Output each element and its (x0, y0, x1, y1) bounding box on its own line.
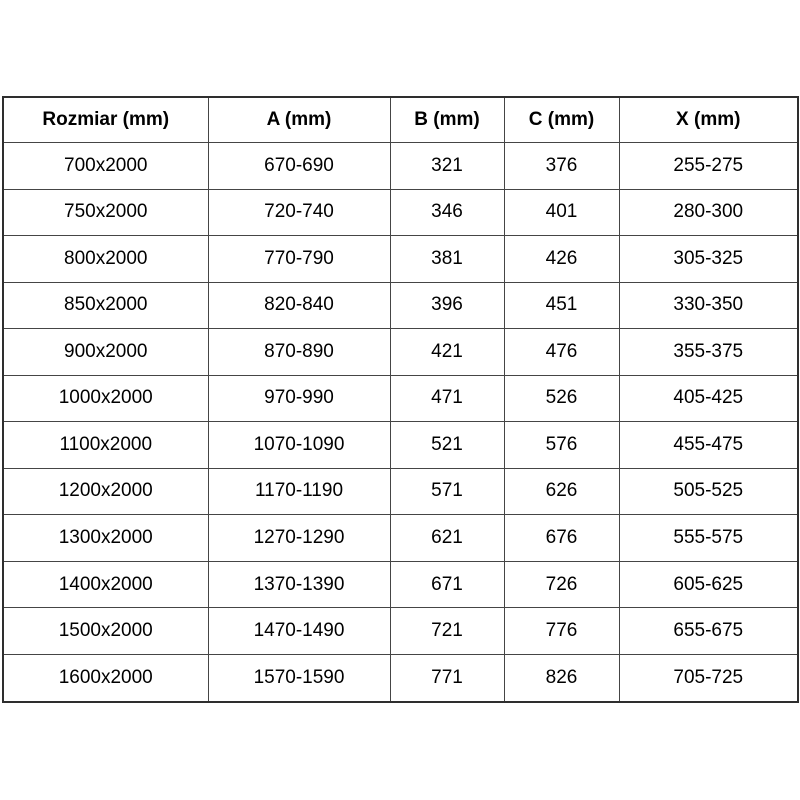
column-header-rozmiar: Rozmiar (mm) (2, 96, 209, 143)
table-cell: 800x2000 (2, 235, 209, 283)
table-cell: 1200x2000 (2, 467, 209, 516)
table-cell: 621 (389, 514, 505, 562)
table-cell: 970-990 (207, 374, 391, 423)
table-cell: 526 (503, 374, 620, 423)
table-row: 800x2000 770-790 381 426 305-325 (2, 235, 799, 283)
table-cell: 726 (503, 560, 620, 609)
size-table: Rozmiar (mm) A (mm) B (mm) C (mm) X (mm)… (2, 96, 799, 703)
table-row: 1100x2000 1070-1090 521 576 455-475 (2, 421, 799, 469)
table-row: 700x2000 670-690 321 376 255-275 (2, 142, 799, 190)
column-header-x: X (mm) (618, 96, 799, 143)
table-cell: 705-725 (618, 653, 799, 703)
table-cell: 521 (389, 421, 505, 469)
column-header-c: C (mm) (503, 96, 620, 143)
table-cell: 1070-1090 (207, 421, 391, 469)
table-cell: 870-890 (207, 328, 391, 376)
table-cell: 721 (389, 607, 505, 655)
size-table-body: 700x2000 670-690 321 376 255-275 750x2000 720-… (2, 142, 799, 703)
table-cell: 576 (503, 421, 620, 469)
table-cell: 280-300 (618, 188, 799, 237)
size-table-header: Rozmiar (mm) A (mm) B (mm) C (mm) X (mm) (2, 96, 799, 143)
table-cell: 1300x2000 (2, 514, 209, 562)
table-row: 1500x2000 1470-1490 721 776 655-675 (2, 607, 799, 655)
table-cell: 1570-1590 (207, 653, 391, 703)
table-cell: 571 (389, 467, 505, 516)
table-cell: 655-675 (618, 607, 799, 655)
table-cell: 900x2000 (2, 328, 209, 376)
header-row: Rozmiar (mm) A (mm) B (mm) C (mm) X (mm) (2, 96, 799, 143)
table-cell: 671 (389, 560, 505, 609)
table-row: 900x2000 870-890 421 476 355-375 (2, 328, 799, 376)
table-cell: 1170-1190 (207, 467, 391, 516)
table-cell: 355-375 (618, 328, 799, 376)
table-cell: 376 (503, 142, 620, 190)
table-cell: 255-275 (618, 142, 799, 190)
table-cell: 1100x2000 (2, 421, 209, 469)
table-cell: 826 (503, 653, 620, 703)
table-cell: 346 (389, 188, 505, 237)
table-cell: 305-325 (618, 235, 799, 283)
table-cell: 1400x2000 (2, 560, 209, 609)
table-cell: 1000x2000 (2, 374, 209, 423)
table-cell: 850x2000 (2, 281, 209, 330)
table-cell: 476 (503, 328, 620, 376)
table-cell: 405-425 (618, 374, 799, 423)
table-row: 750x2000 720-740 346 401 280-300 (2, 188, 799, 237)
table-row: 850x2000 820-840 396 451 330-350 (2, 281, 799, 330)
table-cell: 700x2000 (2, 142, 209, 190)
table-row: 1400x2000 1370-1390 671 726 605-625 (2, 560, 799, 609)
table-cell: 1500x2000 (2, 607, 209, 655)
column-header-b: B (mm) (389, 96, 505, 143)
table-cell: 820-840 (207, 281, 391, 330)
table-cell: 776 (503, 607, 620, 655)
table-cell: 401 (503, 188, 620, 237)
table-cell: 750x2000 (2, 188, 209, 237)
table-cell: 605-625 (618, 560, 799, 609)
table-cell: 771 (389, 653, 505, 703)
table-cell: 1270-1290 (207, 514, 391, 562)
table-row: 1000x2000 970-990 471 526 405-425 (2, 374, 799, 423)
table-cell: 451 (503, 281, 620, 330)
table-cell: 455-475 (618, 421, 799, 469)
table-cell: 426 (503, 235, 620, 283)
table-cell: 381 (389, 235, 505, 283)
table-cell: 720-740 (207, 188, 391, 237)
table-row: 1600x2000 1570-1590 771 826 705-725 (2, 653, 799, 703)
table-cell: 1600x2000 (2, 653, 209, 703)
table-cell: 770-790 (207, 235, 391, 283)
table-cell: 330-350 (618, 281, 799, 330)
table-cell: 676 (503, 514, 620, 562)
table-cell: 421 (389, 328, 505, 376)
table-row: 1200x2000 1170-1190 571 626 505-525 (2, 467, 799, 516)
table-cell: 1470-1490 (207, 607, 391, 655)
table-cell: 396 (389, 281, 505, 330)
table-cell: 670-690 (207, 142, 391, 190)
table-cell: 626 (503, 467, 620, 516)
table-cell: 555-575 (618, 514, 799, 562)
table-row: 1300x2000 1270-1290 621 676 555-575 (2, 514, 799, 562)
table-cell: 471 (389, 374, 505, 423)
table-cell: 505-525 (618, 467, 799, 516)
column-header-a: A (mm) (207, 96, 391, 143)
table-cell: 1370-1390 (207, 560, 391, 609)
table-cell: 321 (389, 142, 505, 190)
